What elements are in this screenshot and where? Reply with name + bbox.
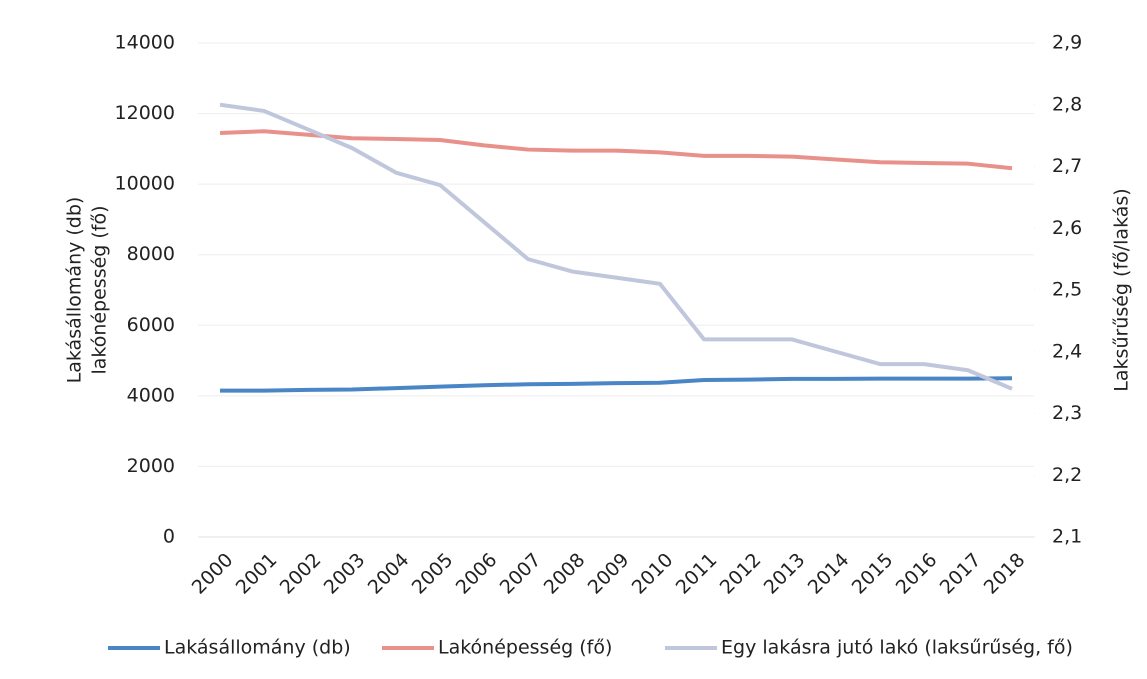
x-tick-label: 2000 bbox=[188, 549, 238, 599]
y-tick-label: 2000 bbox=[127, 455, 175, 477]
x-tick-label: 2017 bbox=[936, 549, 986, 599]
y2-tick-label: 2,4 bbox=[1052, 340, 1082, 362]
legend-label: Egy lakásra jutó lakó (laksűrűség, fő) bbox=[721, 637, 1073, 659]
y-tick-label: 4000 bbox=[127, 384, 175, 406]
x-tick-label: 2013 bbox=[760, 549, 810, 599]
x-tick-label: 2008 bbox=[540, 549, 590, 599]
x-tick-label: 2002 bbox=[276, 549, 326, 599]
line-series bbox=[219, 102, 1013, 391]
x-tick-label: 2015 bbox=[848, 549, 898, 599]
y2-tick-label: 2,5 bbox=[1052, 279, 1082, 301]
y-tick-label: 12000 bbox=[115, 102, 175, 124]
y2-tick-label: 2,2 bbox=[1052, 464, 1082, 486]
y-tick-label: 14000 bbox=[115, 32, 175, 54]
x-tick-label: 2001 bbox=[232, 549, 282, 599]
x-tick-label: 2005 bbox=[408, 549, 458, 599]
y-tick-label: 0 bbox=[163, 526, 175, 548]
x-tick-label: 2009 bbox=[584, 549, 634, 599]
y2-tick-label: 2,8 bbox=[1052, 93, 1082, 115]
line-series bbox=[220, 376, 1013, 393]
x-tick-label: 2012 bbox=[716, 549, 766, 599]
x-tick-label: 2007 bbox=[496, 549, 546, 599]
x-tick-label: 2006 bbox=[452, 549, 502, 599]
line-series bbox=[219, 129, 1013, 171]
y-tick-label: 8000 bbox=[127, 243, 175, 265]
y2-axis-label: Laksűrűség (fő/lakás) bbox=[1111, 188, 1133, 391]
y2-tick-label: 2,7 bbox=[1052, 155, 1082, 177]
y2-tick-label: 2,9 bbox=[1052, 32, 1082, 54]
x-tick-label: 2004 bbox=[364, 549, 414, 599]
y2-tick-label: 2,1 bbox=[1052, 526, 1082, 548]
x-tick-label: 2003 bbox=[320, 549, 370, 599]
y-tick-label: 6000 bbox=[127, 314, 175, 336]
x-tick-label: 2010 bbox=[628, 549, 678, 599]
x-tick-label: 2014 bbox=[804, 549, 854, 599]
y-axis-label: Lakásállomány (db) bbox=[64, 197, 86, 384]
x-tick-label: 2018 bbox=[980, 549, 1030, 599]
y-tick-label: 10000 bbox=[115, 173, 175, 195]
legend-label: Lakásállomány (db) bbox=[164, 637, 351, 659]
legend-label: Lakónépesség (fő) bbox=[438, 637, 612, 659]
y2-tick-label: 2,3 bbox=[1052, 402, 1082, 424]
x-tick-label: 2011 bbox=[672, 549, 722, 599]
y2-tick-label: 2,6 bbox=[1052, 217, 1082, 239]
x-tick-label: 2016 bbox=[892, 549, 942, 599]
y-axis-label: lakónépesség (fő) bbox=[89, 205, 111, 374]
